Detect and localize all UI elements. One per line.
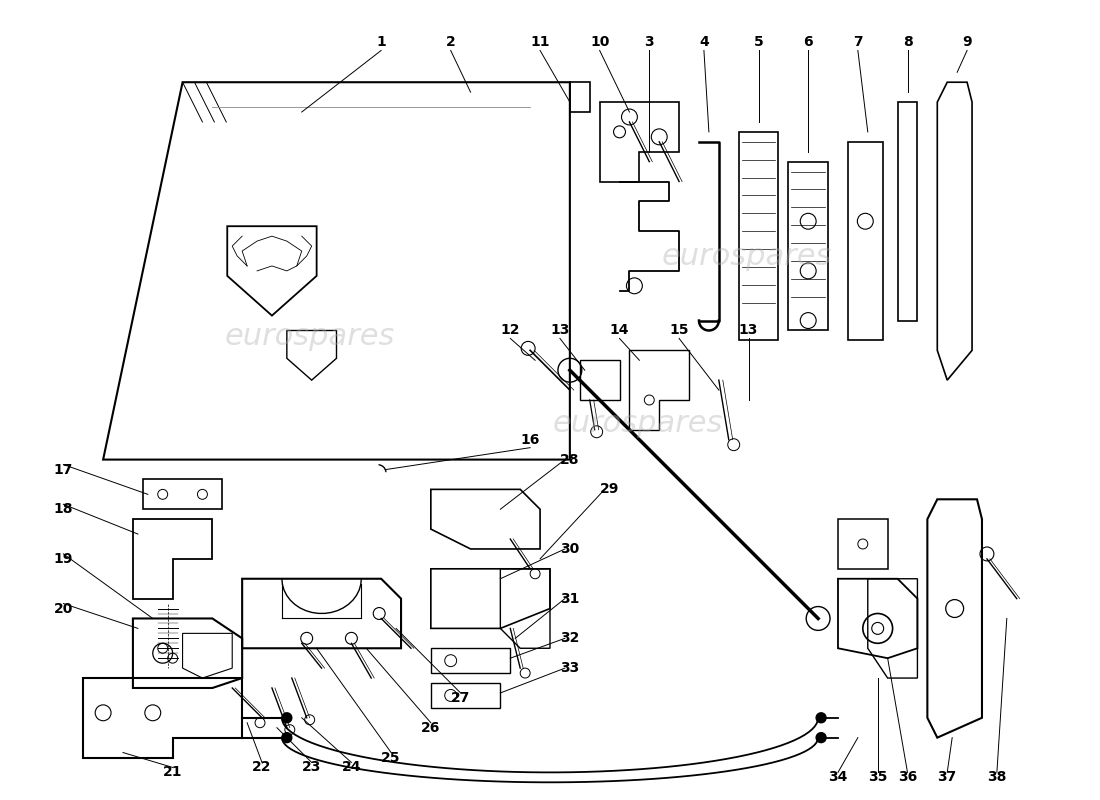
Text: 10: 10 bbox=[590, 35, 609, 50]
Text: 1: 1 bbox=[376, 35, 386, 50]
Circle shape bbox=[816, 733, 826, 742]
Text: 22: 22 bbox=[252, 761, 272, 774]
Bar bbox=[143, 479, 222, 510]
Text: 28: 28 bbox=[560, 453, 580, 466]
Text: 33: 33 bbox=[560, 661, 580, 675]
Text: 19: 19 bbox=[54, 552, 73, 566]
Text: 5: 5 bbox=[754, 35, 763, 50]
Text: 6: 6 bbox=[803, 35, 813, 50]
Text: eurospares: eurospares bbox=[224, 322, 395, 351]
Text: 26: 26 bbox=[421, 721, 440, 734]
Text: 20: 20 bbox=[54, 602, 73, 615]
Text: 7: 7 bbox=[852, 35, 862, 50]
Text: 25: 25 bbox=[382, 750, 400, 765]
Bar bbox=[739, 132, 779, 341]
Text: eurospares: eurospares bbox=[552, 410, 723, 438]
Text: 29: 29 bbox=[600, 482, 619, 496]
Text: 3: 3 bbox=[645, 35, 654, 50]
Text: 27: 27 bbox=[451, 691, 471, 705]
Text: 8: 8 bbox=[903, 35, 912, 50]
Bar bbox=[898, 102, 917, 321]
Bar bbox=[789, 162, 828, 330]
Text: 21: 21 bbox=[163, 766, 183, 779]
Text: eurospares: eurospares bbox=[661, 242, 832, 271]
Circle shape bbox=[816, 713, 826, 722]
Text: 2: 2 bbox=[446, 35, 455, 50]
Text: 18: 18 bbox=[54, 502, 74, 516]
Text: 35: 35 bbox=[868, 770, 888, 784]
Text: 11: 11 bbox=[530, 35, 550, 50]
Bar bbox=[431, 683, 500, 708]
Bar bbox=[848, 142, 882, 341]
Bar bbox=[431, 648, 510, 673]
Text: 14: 14 bbox=[609, 323, 629, 338]
Text: 4: 4 bbox=[698, 35, 708, 50]
Text: 34: 34 bbox=[828, 770, 848, 784]
Circle shape bbox=[282, 733, 292, 742]
Text: 31: 31 bbox=[560, 592, 580, 606]
Text: 16: 16 bbox=[520, 433, 540, 446]
Text: 37: 37 bbox=[937, 770, 957, 784]
Text: 9: 9 bbox=[962, 35, 972, 50]
Text: 13: 13 bbox=[739, 323, 758, 338]
Text: 36: 36 bbox=[898, 770, 917, 784]
Text: 15: 15 bbox=[669, 323, 689, 338]
Text: 24: 24 bbox=[342, 761, 361, 774]
Text: 17: 17 bbox=[54, 462, 73, 477]
Text: 32: 32 bbox=[560, 631, 580, 646]
Text: 13: 13 bbox=[550, 323, 570, 338]
Text: 12: 12 bbox=[500, 323, 520, 338]
Text: 23: 23 bbox=[302, 761, 321, 774]
Bar bbox=[838, 519, 888, 569]
Circle shape bbox=[282, 713, 292, 722]
Text: bull: bull bbox=[267, 269, 277, 274]
Text: 30: 30 bbox=[560, 542, 580, 556]
Text: 38: 38 bbox=[987, 770, 1007, 784]
